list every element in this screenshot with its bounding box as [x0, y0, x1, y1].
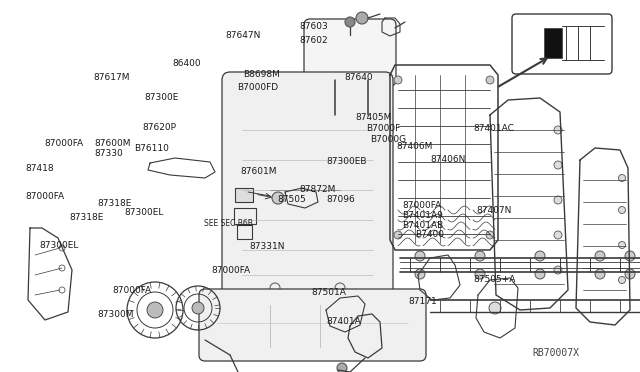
Text: 87401A: 87401A	[326, 317, 361, 326]
Circle shape	[554, 266, 562, 274]
Circle shape	[554, 231, 562, 239]
FancyBboxPatch shape	[304, 19, 396, 86]
Circle shape	[345, 17, 355, 27]
Circle shape	[272, 192, 284, 204]
Text: B7000FD: B7000FD	[237, 83, 278, 92]
Circle shape	[486, 76, 494, 84]
Text: 87602: 87602	[300, 36, 328, 45]
Text: B76110: B76110	[134, 144, 169, 153]
Circle shape	[535, 251, 545, 261]
Circle shape	[535, 269, 545, 279]
Circle shape	[415, 269, 425, 279]
Circle shape	[489, 302, 501, 314]
Circle shape	[618, 276, 625, 283]
Text: 87300M: 87300M	[97, 310, 134, 319]
Text: 87601M: 87601M	[240, 167, 276, 176]
Circle shape	[595, 251, 605, 261]
Text: 87418: 87418	[26, 164, 54, 173]
Text: 87000FA: 87000FA	[211, 266, 250, 275]
Text: 87617M: 87617M	[93, 73, 130, 82]
Circle shape	[554, 161, 562, 169]
Text: SEE SEC.B6B: SEE SEC.B6B	[204, 219, 252, 228]
Text: B7000G: B7000G	[370, 135, 406, 144]
Text: 87318E: 87318E	[69, 213, 104, 222]
Circle shape	[192, 302, 204, 314]
Text: 87405M: 87405M	[355, 113, 392, 122]
Circle shape	[554, 126, 562, 134]
Text: B7000F: B7000F	[366, 124, 401, 133]
Text: 87406M: 87406M	[397, 142, 433, 151]
Circle shape	[415, 251, 425, 261]
Circle shape	[356, 12, 368, 24]
Text: 87600M: 87600M	[95, 139, 131, 148]
Circle shape	[618, 174, 625, 182]
Circle shape	[337, 363, 347, 372]
Circle shape	[618, 241, 625, 248]
Text: 87000FA: 87000FA	[112, 286, 151, 295]
Text: 87647N: 87647N	[225, 31, 260, 40]
Text: B7401A9: B7401A9	[402, 211, 443, 220]
Bar	[544, 28, 562, 58]
Text: 87406N: 87406N	[430, 155, 465, 164]
Circle shape	[618, 206, 625, 214]
Text: 87505+A: 87505+A	[474, 275, 516, 284]
Circle shape	[595, 269, 605, 279]
Text: 87300EL: 87300EL	[40, 241, 79, 250]
Text: 87300EB: 87300EB	[326, 157, 367, 166]
Circle shape	[394, 76, 402, 84]
Text: 87407N: 87407N	[477, 206, 512, 215]
Text: 87000FA: 87000FA	[45, 139, 84, 148]
Circle shape	[625, 269, 635, 279]
Text: 87603: 87603	[300, 22, 328, 31]
Text: 87331N: 87331N	[250, 242, 285, 251]
Text: 87300EL: 87300EL	[125, 208, 164, 217]
Text: 87501A: 87501A	[311, 288, 346, 296]
Bar	[234, 208, 256, 224]
Circle shape	[475, 251, 485, 261]
Text: RB70007X: RB70007X	[532, 348, 579, 357]
FancyBboxPatch shape	[199, 289, 426, 361]
Text: 87000FA: 87000FA	[402, 201, 441, 210]
Text: 87096: 87096	[326, 195, 355, 204]
Circle shape	[147, 302, 163, 318]
Text: 87640: 87640	[344, 73, 373, 82]
Text: B8698M: B8698M	[243, 70, 280, 79]
Text: 87300E: 87300E	[144, 93, 179, 102]
Bar	[237, 225, 252, 239]
Circle shape	[394, 231, 402, 239]
Text: 87401AC: 87401AC	[474, 124, 515, 133]
FancyBboxPatch shape	[222, 72, 393, 303]
Text: 87171: 87171	[408, 297, 437, 306]
Text: B7400: B7400	[415, 230, 444, 239]
Text: B7401AB: B7401AB	[402, 221, 443, 230]
Circle shape	[625, 251, 635, 261]
Text: 87318E: 87318E	[97, 199, 132, 208]
Text: 87872M: 87872M	[300, 185, 336, 194]
Text: 87620P: 87620P	[142, 123, 176, 132]
FancyBboxPatch shape	[512, 14, 612, 74]
Circle shape	[475, 269, 485, 279]
Text: 87505: 87505	[278, 195, 307, 204]
Text: 86400: 86400	[173, 59, 202, 68]
Circle shape	[554, 196, 562, 204]
Text: 87330: 87330	[95, 149, 124, 158]
Text: 87000FA: 87000FA	[26, 192, 65, 201]
Bar	[235, 188, 253, 202]
Circle shape	[486, 231, 494, 239]
